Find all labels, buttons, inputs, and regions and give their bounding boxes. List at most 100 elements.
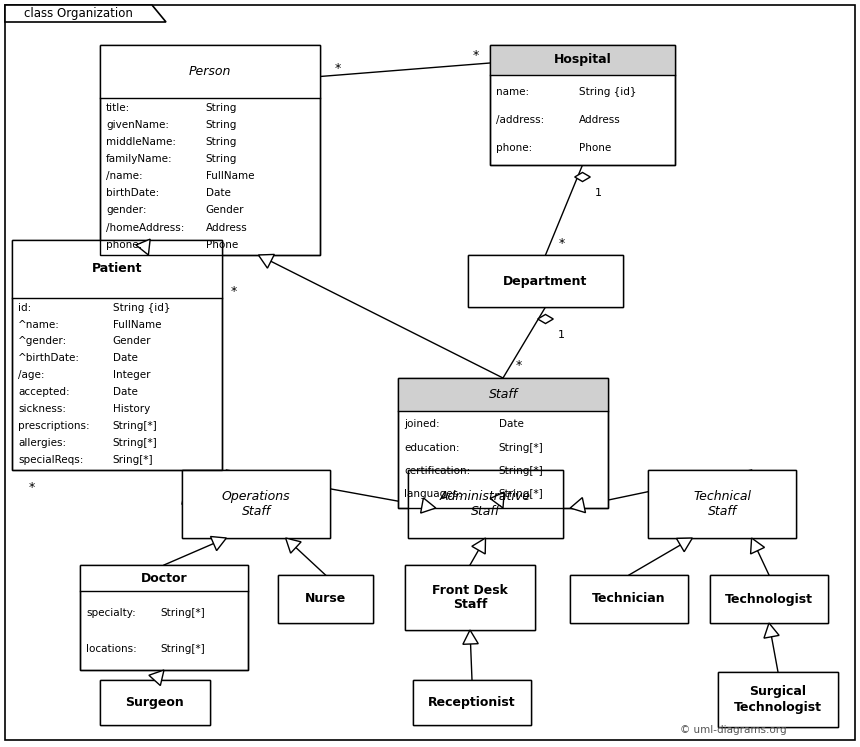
- Text: gender:: gender:: [106, 205, 146, 215]
- Polygon shape: [764, 623, 779, 638]
- Polygon shape: [258, 255, 274, 268]
- Bar: [182, 470, 330, 538]
- Text: Staff: Staff: [488, 388, 518, 400]
- Bar: [710, 575, 828, 623]
- Bar: [405, 565, 535, 630]
- Polygon shape: [751, 538, 765, 554]
- Bar: [12, 240, 222, 470]
- Text: sickness:: sickness:: [18, 404, 66, 414]
- Polygon shape: [286, 538, 301, 554]
- Bar: [398, 378, 608, 508]
- Bar: [80, 565, 248, 670]
- Polygon shape: [570, 498, 586, 512]
- Bar: [408, 470, 563, 538]
- Bar: [100, 45, 320, 98]
- Bar: [718, 672, 838, 727]
- Text: languages:: languages:: [404, 489, 462, 499]
- Bar: [398, 378, 608, 411]
- Text: © uml-diagrams.org: © uml-diagrams.org: [680, 725, 787, 735]
- Text: Department: Department: [503, 274, 587, 288]
- Bar: [100, 45, 320, 255]
- Polygon shape: [149, 670, 164, 686]
- Bar: [12, 240, 222, 297]
- Polygon shape: [211, 536, 226, 551]
- Text: class Organization: class Organization: [23, 7, 132, 20]
- Bar: [80, 565, 248, 591]
- Text: Sring[*]: Sring[*]: [113, 455, 153, 465]
- Bar: [278, 575, 373, 623]
- Bar: [278, 575, 373, 623]
- Text: specialty:: specialty:: [86, 608, 136, 618]
- Text: familyName:: familyName:: [106, 154, 173, 164]
- Bar: [100, 680, 210, 725]
- Text: 1: 1: [558, 330, 565, 340]
- Text: /name:: /name:: [106, 171, 143, 182]
- Text: ^name:: ^name:: [18, 320, 60, 329]
- Text: prescriptions:: prescriptions:: [18, 421, 89, 431]
- Text: Phone: Phone: [579, 143, 611, 153]
- Text: /address:: /address:: [496, 115, 544, 125]
- Text: Surgeon: Surgeon: [126, 696, 184, 709]
- Bar: [100, 45, 320, 255]
- Bar: [413, 680, 531, 725]
- Bar: [100, 680, 210, 725]
- Polygon shape: [463, 630, 478, 645]
- Text: ^birthDate:: ^birthDate:: [18, 353, 80, 363]
- Text: Doctor: Doctor: [141, 571, 187, 585]
- Polygon shape: [574, 173, 590, 182]
- Text: *: *: [558, 237, 565, 249]
- Bar: [710, 575, 828, 623]
- Text: Address: Address: [206, 223, 248, 232]
- Text: name:: name:: [496, 87, 529, 97]
- Bar: [490, 45, 675, 165]
- Bar: [570, 575, 688, 623]
- Text: Technical
Staff: Technical Staff: [693, 490, 751, 518]
- Text: Operations
Staff: Operations Staff: [222, 490, 291, 518]
- Bar: [413, 680, 531, 725]
- Polygon shape: [677, 538, 692, 552]
- Polygon shape: [421, 498, 436, 513]
- Text: 1: 1: [595, 188, 602, 198]
- Text: Integer: Integer: [113, 371, 150, 380]
- Text: Front Desk
Staff: Front Desk Staff: [432, 583, 508, 612]
- Text: *: *: [230, 285, 237, 298]
- Text: joined:: joined:: [404, 419, 439, 430]
- Bar: [570, 575, 688, 623]
- Bar: [468, 255, 623, 307]
- Text: Patient: Patient: [92, 262, 142, 275]
- Bar: [413, 680, 531, 725]
- Bar: [648, 470, 796, 538]
- Text: *: *: [335, 62, 341, 75]
- Text: Surgical
Technologist: Surgical Technologist: [734, 686, 822, 713]
- Text: birthDate:: birthDate:: [106, 188, 159, 199]
- Text: title:: title:: [106, 103, 130, 113]
- Bar: [718, 672, 838, 727]
- Text: String[*]: String[*]: [499, 466, 544, 476]
- Bar: [710, 575, 828, 623]
- Text: String[*]: String[*]: [161, 608, 206, 618]
- Bar: [398, 378, 608, 508]
- Text: FullName: FullName: [113, 320, 162, 329]
- Text: *: *: [29, 482, 35, 495]
- Bar: [182, 470, 330, 538]
- Text: /age:: /age:: [18, 371, 45, 380]
- Bar: [405, 565, 535, 630]
- Bar: [100, 680, 210, 725]
- Text: String {id}: String {id}: [113, 303, 170, 313]
- Text: middleName:: middleName:: [106, 137, 176, 147]
- Text: Gender: Gender: [206, 205, 244, 215]
- Text: Date: Date: [206, 188, 230, 199]
- Text: givenName:: givenName:: [106, 120, 169, 130]
- Text: String[*]: String[*]: [113, 421, 157, 431]
- Bar: [12, 240, 222, 470]
- Text: String: String: [206, 103, 237, 113]
- Text: phone:: phone:: [106, 240, 142, 249]
- Text: specialReqs:: specialReqs:: [18, 455, 83, 465]
- Text: Technologist: Technologist: [725, 592, 813, 606]
- Bar: [182, 470, 330, 538]
- Text: String: String: [206, 137, 237, 147]
- Text: Hospital: Hospital: [554, 54, 611, 66]
- Text: education:: education:: [404, 443, 459, 453]
- Text: String {id}: String {id}: [579, 87, 636, 97]
- Polygon shape: [136, 239, 150, 255]
